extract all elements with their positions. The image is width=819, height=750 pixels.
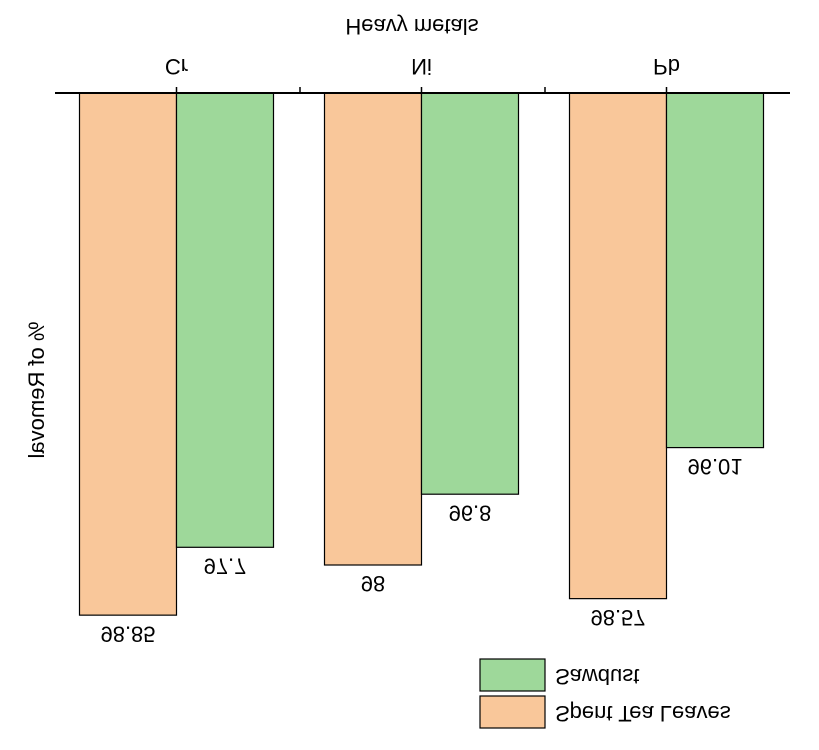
data-label: 98.57 — [590, 605, 645, 630]
bar — [420, 92, 520, 495]
data-label: 97.7 — [204, 553, 247, 578]
bar — [323, 92, 423, 566]
data-label: 96.8 — [449, 500, 492, 525]
legend-label: Sawdust — [555, 664, 639, 689]
bar — [568, 92, 668, 600]
bar — [665, 92, 765, 449]
x-tick-label: Ni — [411, 54, 432, 79]
data-label: 98 — [361, 571, 385, 596]
x-tick-label: Cr — [165, 54, 188, 79]
x-tick-label: Pb — [653, 54, 680, 79]
data-label: 98.85 — [100, 621, 155, 646]
y-axis-label: % of Removal — [24, 322, 49, 459]
legend-label: Spent Tea Leaves — [555, 701, 731, 726]
legend-swatch — [479, 695, 546, 729]
data-label: 96.01 — [687, 454, 742, 479]
bar — [175, 92, 275, 548]
x-axis-label: Heavy metals — [345, 14, 478, 39]
legend-swatch — [479, 658, 546, 692]
bar — [78, 92, 178, 616]
